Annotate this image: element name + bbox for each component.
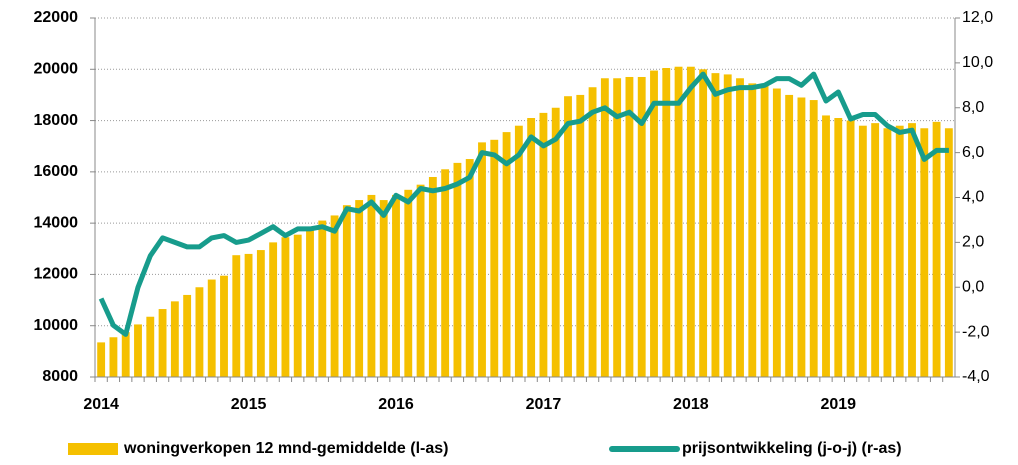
bar <box>613 78 622 377</box>
bar <box>478 142 486 377</box>
bar <box>379 200 388 377</box>
x-tick-label: 2019 <box>820 396 856 413</box>
bar <box>564 96 572 377</box>
x-tick-label: 2015 <box>231 396 267 413</box>
bar <box>195 287 204 377</box>
bar <box>576 94 585 377</box>
bar <box>809 100 818 378</box>
legend-swatch <box>68 443 118 455</box>
x-tick-label: 2017 <box>526 396 562 413</box>
bar <box>465 159 474 377</box>
y-tick-label: 14000 <box>34 214 79 231</box>
bar <box>551 107 560 377</box>
bar <box>834 118 843 377</box>
bar <box>342 205 351 377</box>
bar <box>355 200 364 377</box>
bar <box>527 118 536 377</box>
bar <box>367 194 376 377</box>
bar <box>453 162 462 377</box>
bar <box>416 184 425 377</box>
bar <box>822 115 830 377</box>
bar <box>256 250 265 377</box>
bar <box>625 76 634 377</box>
bar <box>637 76 646 377</box>
bar <box>723 74 732 378</box>
bar <box>650 70 658 377</box>
bar <box>269 242 278 377</box>
legend-label: woningverkopen 12 mnd-gemiddelde (l-as) <box>123 440 449 457</box>
bar <box>736 78 744 377</box>
bar <box>514 125 523 377</box>
bar <box>772 88 781 378</box>
bar <box>158 309 167 377</box>
bar <box>441 169 450 377</box>
bar <box>797 97 806 377</box>
bar <box>220 275 228 377</box>
bar <box>502 132 511 377</box>
bar <box>600 78 609 377</box>
y2-tick-label: 4,0 <box>962 189 984 206</box>
bar <box>490 139 499 377</box>
bar <box>404 189 413 377</box>
bar <box>134 324 142 377</box>
y2-tick-label: 12,0 <box>962 9 993 26</box>
x-tick-label: 2014 <box>83 396 119 413</box>
bar <box>392 194 400 377</box>
bar <box>686 66 695 377</box>
bar <box>244 253 253 377</box>
legend-label: prijsontwikkeling (j-o-j) (r-as) <box>682 440 902 457</box>
bar <box>920 128 929 377</box>
bar <box>932 121 941 377</box>
y2-tick-label: 2,0 <box>962 234 984 251</box>
y-tick-label: 20000 <box>34 61 79 78</box>
x-tick-label: 2018 <box>673 396 709 413</box>
bar <box>293 234 302 377</box>
bar <box>785 94 794 377</box>
bar <box>699 69 708 378</box>
bar <box>662 68 671 377</box>
bar <box>871 123 880 377</box>
y-tick-label: 18000 <box>34 112 79 129</box>
y-tick-label: 10000 <box>34 317 79 334</box>
y2-tick-label: 6,0 <box>962 144 984 161</box>
bar <box>895 125 904 377</box>
y2-tick-label: -4,0 <box>962 368 990 385</box>
y2-tick-label: 8,0 <box>962 99 984 116</box>
y-tick-label: 12000 <box>34 266 79 283</box>
bar <box>846 120 855 378</box>
bar <box>183 294 192 377</box>
y-tick-label: 8000 <box>42 368 78 385</box>
bar <box>674 66 683 377</box>
y2-tick-label: -2,0 <box>962 323 990 340</box>
bar <box>760 85 769 377</box>
bar <box>330 215 339 377</box>
bar <box>146 316 155 377</box>
bar <box>588 87 597 377</box>
bar <box>170 301 179 377</box>
bar <box>281 237 290 377</box>
bar <box>748 83 757 377</box>
bar <box>121 332 130 377</box>
bar <box>883 128 892 377</box>
y-tick-label: 22000 <box>34 9 79 26</box>
line <box>98 71 949 337</box>
bar <box>306 228 314 377</box>
y2-tick-label: 0,0 <box>962 278 984 295</box>
bar <box>232 255 241 377</box>
bar <box>207 279 216 377</box>
bar <box>711 73 720 377</box>
bar <box>109 337 118 377</box>
bar <box>858 125 867 377</box>
bar <box>318 220 327 377</box>
bar <box>539 112 548 377</box>
x-tick-label: 2016 <box>378 396 414 413</box>
bar <box>428 176 437 377</box>
bar <box>97 342 106 377</box>
bar <box>908 123 916 377</box>
y2-tick-label: 10,0 <box>962 54 993 71</box>
bar <box>944 128 953 377</box>
y-tick-label: 16000 <box>34 163 79 180</box>
